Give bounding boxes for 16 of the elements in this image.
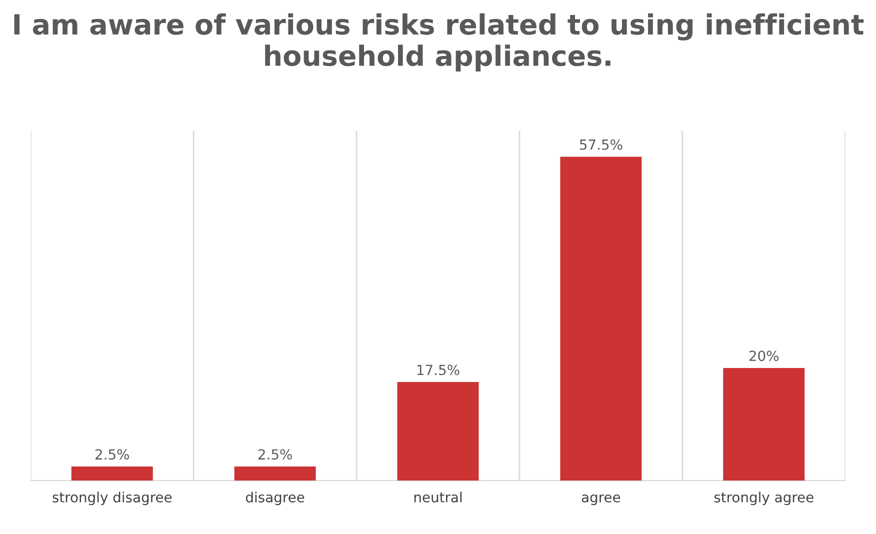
x-tick-label: strongly disagree [52,492,172,506]
bar [234,466,316,481]
data-label: 20% [749,350,779,362]
bar [71,466,153,481]
bar [397,382,479,481]
data-label: 2.5% [258,449,292,460]
x-tick-label: neutral [414,492,462,502]
x-tick-label: disagree [246,492,304,506]
data-label: 2.5% [96,449,130,460]
bar [723,368,805,481]
data-label: 57.5% [580,139,622,150]
x-tick-label: strongly agree [714,492,814,506]
data-label: 17.5% [417,364,460,376]
bar [560,156,642,481]
chart-title: I am aware of various risks related to using inefficient household appliances. [14,13,864,72]
x-tick-label: agree [582,494,620,506]
